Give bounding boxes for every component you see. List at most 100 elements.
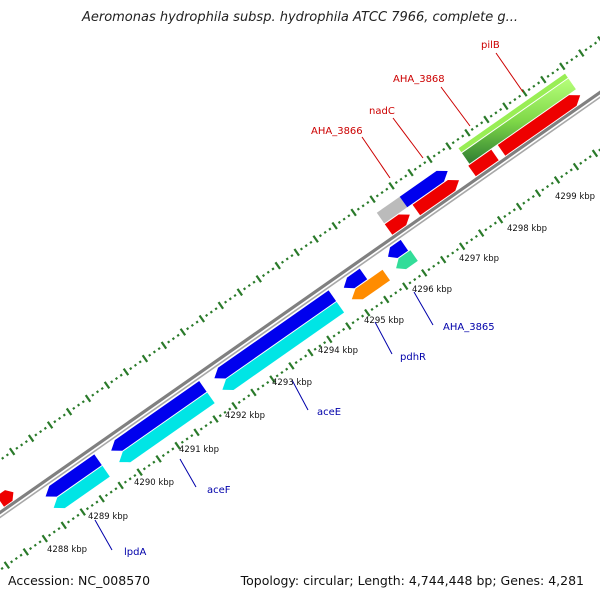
gene-label-reverse[interactable]: AHA_3865 [443, 322, 495, 333]
minor-tick-forward [309, 240, 313, 244]
gene-label-forward[interactable]: AHA_3868 [393, 74, 445, 85]
minor-tick-forward [361, 204, 365, 208]
minor-tick-reverse [541, 188, 545, 192]
minor-tick-reverse [104, 493, 108, 497]
gene-feature-forward[interactable] [458, 73, 568, 153]
major-tick-reverse [591, 149, 599, 158]
major-tick-forward [521, 88, 528, 97]
minor-tick-forward [129, 367, 133, 371]
minor-tick-reverse [304, 354, 308, 358]
minor-tick-reverse [152, 460, 156, 464]
major-tick-reverse [439, 255, 447, 264]
gene-feature-forward[interactable] [0, 490, 14, 507]
minor-tick-forward [228, 297, 232, 301]
minor-tick-reverse [209, 420, 213, 424]
major-tick-forward [198, 314, 206, 323]
major-tick-forward [331, 221, 338, 230]
minor-tick-forward [167, 340, 171, 344]
major-tick-reverse [41, 534, 48, 543]
minor-tick-reverse [332, 334, 336, 338]
major-tick-forward [483, 115, 490, 124]
minor-tick-forward [356, 207, 360, 211]
tick-layer [0, 35, 600, 570]
minor-tick-reverse [545, 185, 550, 189]
minor-tick-forward [15, 446, 19, 450]
minor-tick-forward [285, 257, 289, 261]
gene-feature-forward[interactable] [399, 170, 448, 208]
minor-tick-forward [413, 167, 417, 171]
major-tick-forward [160, 341, 168, 350]
gene-feature-reverse[interactable] [343, 268, 368, 289]
gene-label-forward[interactable]: AHA_3866 [311, 126, 363, 137]
minor-tick-forward [480, 121, 484, 125]
gene-feature-forward[interactable] [497, 95, 581, 156]
gene-feature-reverse[interactable] [396, 250, 418, 270]
minor-tick-forward [252, 280, 256, 284]
gene-feature-reverse[interactable] [45, 454, 102, 497]
minor-tick-forward [451, 141, 455, 145]
gene-feature-reverse[interactable] [388, 239, 409, 258]
minor-tick-forward [556, 68, 560, 72]
major-tick-reverse [534, 189, 542, 198]
gene-feature-forward[interactable] [412, 180, 459, 216]
gene-feature-forward[interactable] [376, 196, 408, 224]
minor-tick-reverse [47, 533, 52, 537]
minor-tick-forward [271, 267, 275, 271]
minor-tick-reverse [147, 463, 151, 468]
minor-tick-forward [133, 363, 137, 367]
minor-tick-reverse [52, 530, 56, 534]
minor-tick-reverse [275, 374, 279, 378]
ruler-label: 4291 kbp [179, 445, 219, 455]
gene-label-reverse[interactable]: aceF [207, 485, 231, 496]
gene-label-reverse[interactable]: lpdA [124, 547, 146, 558]
ruler-label: 4293 kbp [272, 378, 312, 388]
minor-tick-reverse [218, 414, 222, 418]
gene-feature-reverse[interactable] [222, 301, 345, 390]
gene-label-forward[interactable]: nadC [369, 106, 395, 117]
gene-label-reverse[interactable]: pdhR [400, 352, 426, 363]
gene-leader-line-reverse [413, 291, 434, 326]
minor-tick-forward [110, 380, 114, 384]
gene-feature-reverse[interactable] [214, 290, 337, 379]
minor-tick-reverse [185, 437, 189, 441]
major-tick-forward [578, 49, 585, 57]
gene-feature-forward[interactable] [384, 214, 410, 235]
backbone-layer [0, 90, 600, 519]
ruler-label: 4289 kbp [88, 512, 128, 522]
major-tick-forward [426, 155, 433, 164]
minor-tick-forward [399, 177, 403, 181]
minor-tick-reverse [294, 361, 298, 365]
minor-tick-forward [494, 111, 498, 115]
minor-tick-reverse [33, 543, 37, 547]
minor-tick-forward [280, 260, 285, 264]
minor-tick-reverse [361, 314, 365, 318]
gene-label-reverse[interactable]: aceE [317, 407, 341, 418]
minor-tick-reverse [432, 264, 436, 268]
minor-tick-forward [224, 300, 228, 304]
minor-tick-reverse [484, 228, 488, 232]
minor-tick-reverse [394, 291, 398, 295]
gene-feature-reverse[interactable] [351, 269, 390, 300]
minor-tick-forward [423, 161, 427, 165]
major-tick-reverse [402, 282, 409, 291]
gene-feature-reverse[interactable] [111, 381, 207, 451]
gene-feature-forward[interactable] [468, 149, 499, 177]
gene-label-forward[interactable]: pilB [481, 40, 500, 51]
minor-tick-forward [186, 327, 190, 331]
minor-tick-reverse [489, 224, 493, 228]
gene-feature-forward[interactable] [462, 78, 576, 164]
ruler-label: 4298 kbp [507, 224, 547, 234]
gene-feature-reverse[interactable] [119, 392, 215, 463]
major-tick-reverse [136, 468, 143, 477]
major-tick-reverse [22, 547, 30, 556]
leader-layer [94, 52, 524, 551]
backbone-inner-line [0, 96, 600, 519]
minor-tick-reverse [451, 251, 455, 255]
major-tick-forward [27, 434, 35, 443]
minor-tick-forward [20, 443, 24, 447]
major-tick-reverse [193, 428, 200, 437]
gene-feature-reverse[interactable] [53, 465, 110, 509]
minor-tick-reverse [351, 321, 355, 325]
minor-tick-reverse [71, 517, 75, 521]
ruler-label: 4294 kbp [318, 346, 358, 356]
